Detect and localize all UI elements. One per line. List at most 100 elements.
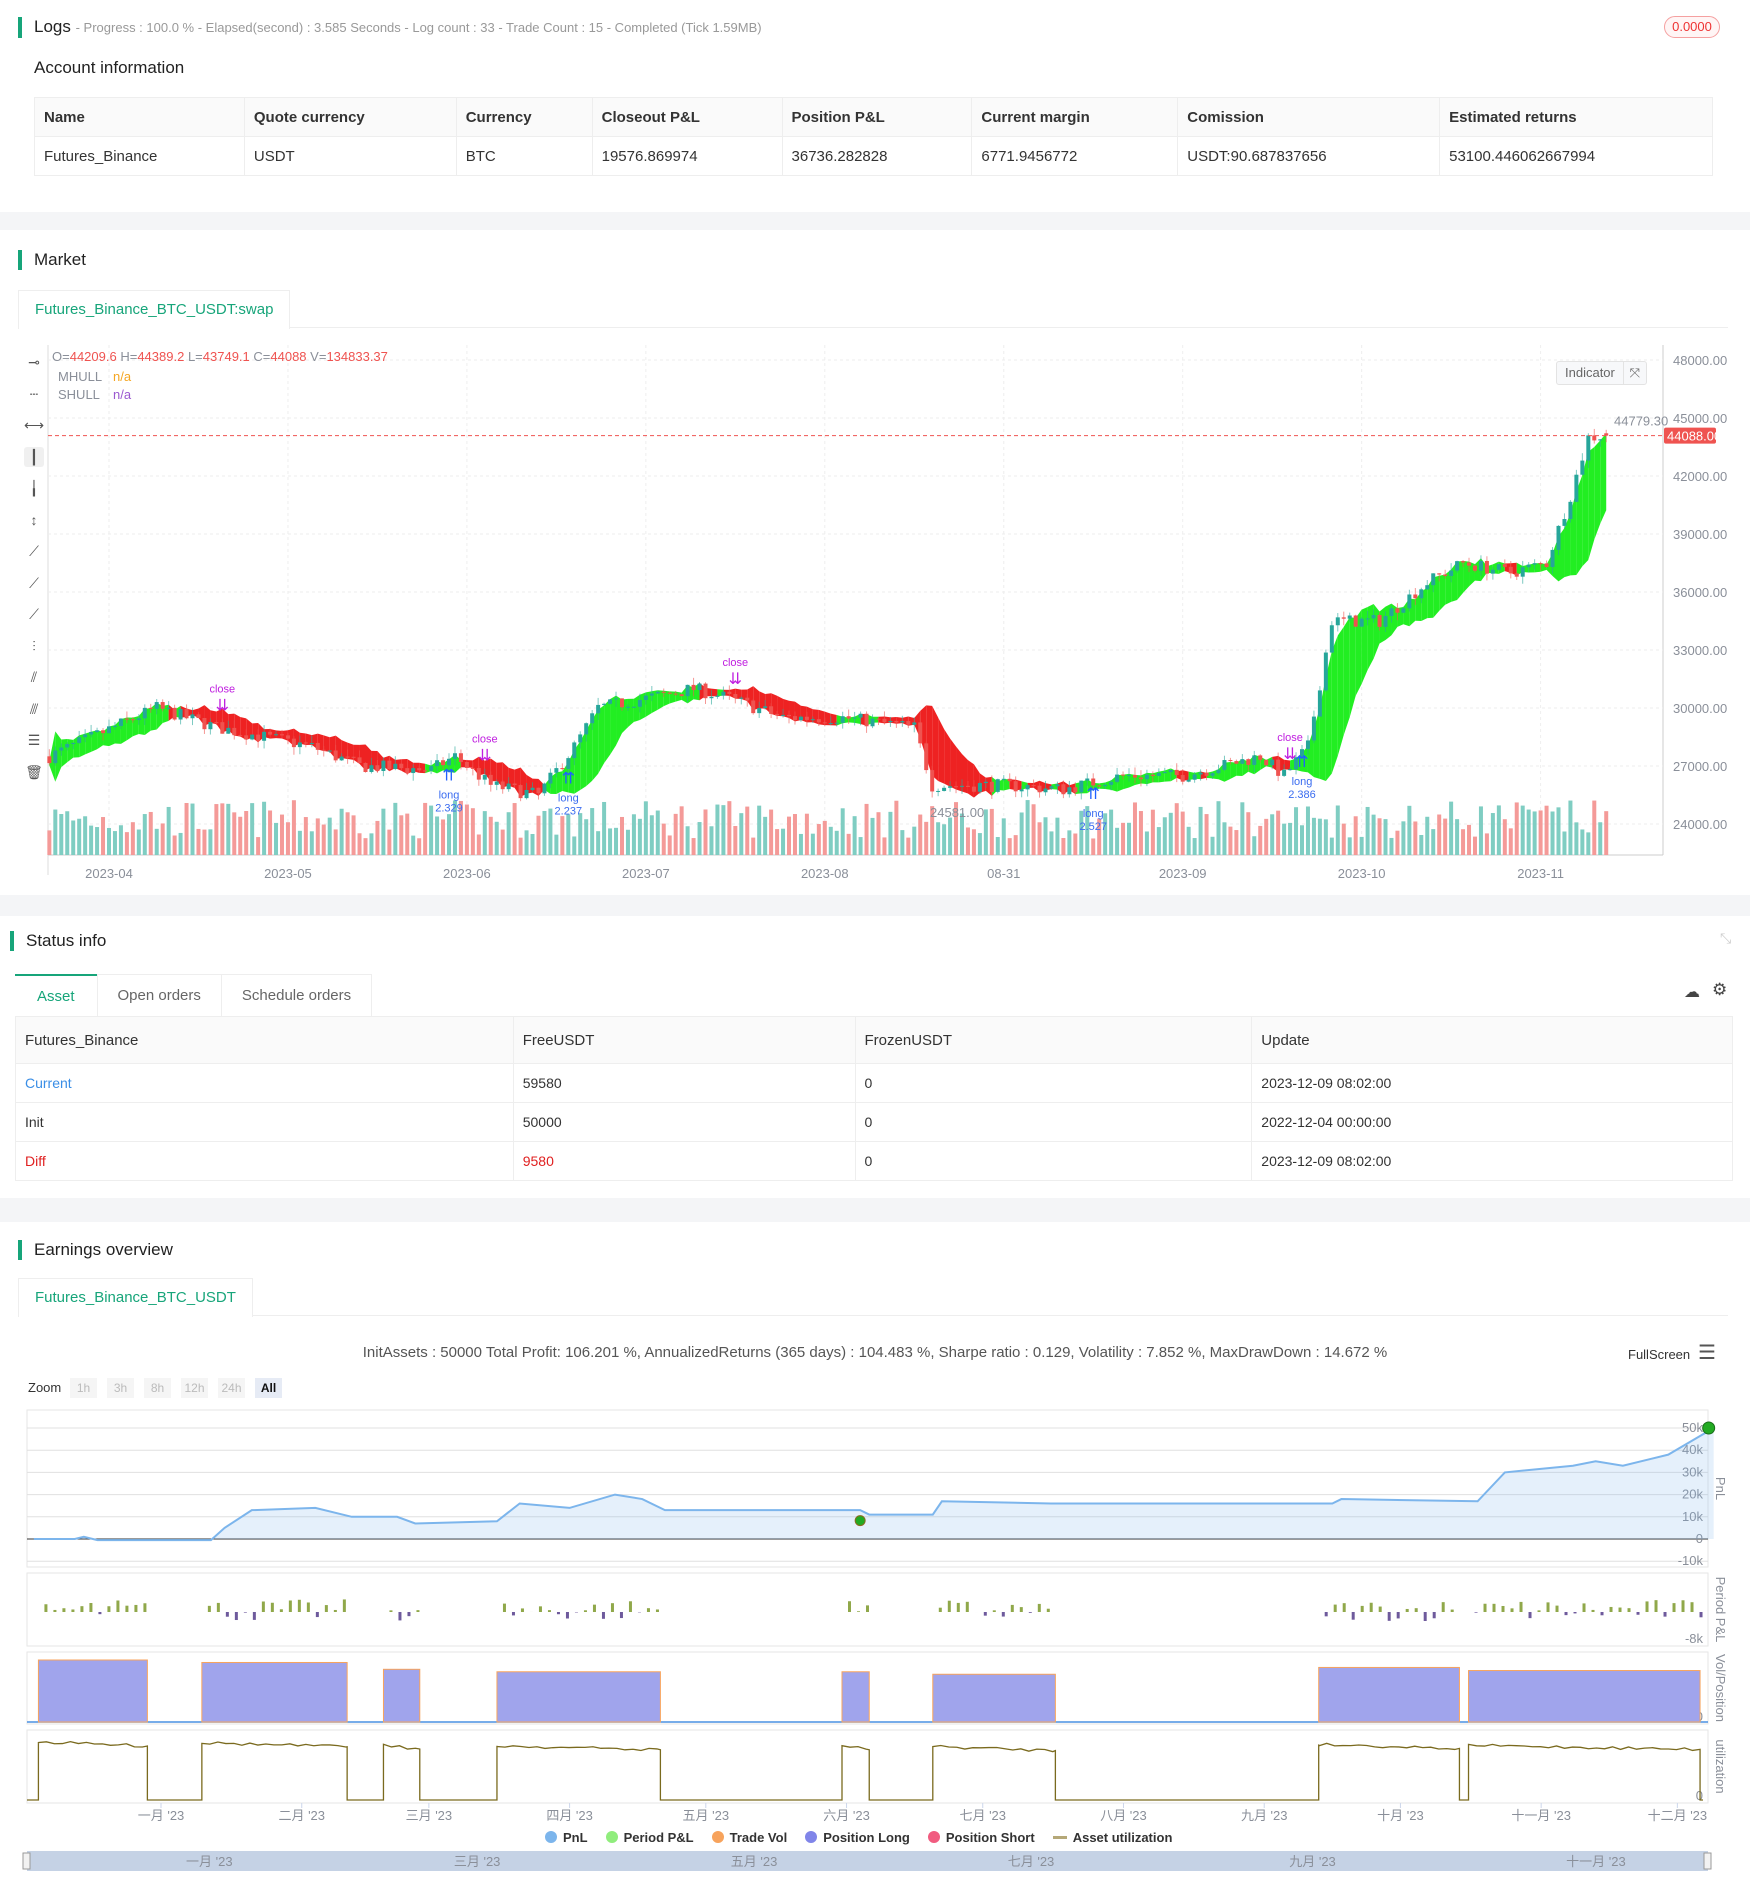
volume-bar (1461, 829, 1466, 855)
logs-title-text: Logs (34, 17, 71, 36)
cloud-download-icon[interactable]: ☁ (1684, 984, 1700, 1001)
gear-icon[interactable]: ⚙ (1712, 980, 1728, 999)
candle-body (542, 783, 547, 794)
zoom-All-button[interactable]: All (255, 1378, 282, 1398)
navigator-handle-right[interactable] (1703, 1852, 1712, 1870)
hull-band-segment (580, 730, 587, 790)
status-tab-bar: Asset Open orders Schedule orders (15, 974, 373, 1018)
zoom-8h-button[interactable]: 8h (144, 1378, 171, 1398)
section-divider (0, 1198, 1750, 1222)
collapse-icon[interactable]: ⤡ (1720, 930, 1732, 946)
horizontal-ray-icon[interactable]: ⊸ (28, 354, 40, 370)
price-line-icon[interactable]: ⫶ (32, 637, 36, 654)
volume-bar (1347, 837, 1352, 855)
column-header: FrozenUSDT (854, 1016, 1253, 1064)
period-pnl-bar (601, 1612, 605, 1619)
hull-band-segment (1099, 782, 1106, 789)
horizontal-segment-icon[interactable]: ⟷ (24, 417, 45, 433)
candle-body (1252, 755, 1257, 765)
asset-cell-free: 9580 (512, 1141, 856, 1181)
zoom-3h-button[interactable]: 3h (107, 1378, 134, 1398)
hull-band-segment (783, 698, 790, 718)
candle-body (441, 760, 446, 766)
legend-label: Asset utilization (1072, 1829, 1173, 1845)
volume-bar (1395, 830, 1400, 855)
period-pnl-bar (1636, 1612, 1640, 1615)
volume-bar (1294, 807, 1299, 855)
market-tab-symbol[interactable]: Futures_Binance_BTC_USDT:swap (18, 290, 291, 329)
candle-body (339, 756, 344, 761)
price-tick-label: 24000.00 (1673, 817, 1727, 832)
fib-channel-icon[interactable]: ⫻ (29, 700, 39, 717)
vertical-ray-icon[interactable]: ╽ (29, 480, 39, 496)
fib-retracement-icon[interactable]: ☰ (27, 732, 41, 748)
volume-bar (452, 800, 457, 855)
candle-body (172, 707, 177, 720)
legend-item[interactable]: Trade Vol (711, 1828, 787, 1846)
volume-bar (1109, 809, 1114, 855)
legend-item[interactable]: Position Long (805, 1828, 910, 1846)
vertical-line-icon[interactable]: ┃ (24, 446, 44, 467)
volume-bar (959, 813, 964, 855)
candle-body (142, 707, 147, 719)
zoom-1h-button[interactable]: 1h (70, 1378, 97, 1398)
hull-band-segment (1564, 513, 1571, 578)
volume-bar (619, 816, 624, 855)
segment-icon[interactable]: ⟋ (29, 606, 39, 622)
legend-item[interactable]: Position Short (927, 1828, 1035, 1846)
pnl-tick-label: 40k (1682, 1442, 1703, 1457)
fullscreen-button[interactable]: FullScreen (1628, 1347, 1691, 1362)
candle-body (566, 758, 571, 769)
volume-bar (1103, 813, 1108, 855)
volume-bar (566, 814, 571, 855)
candle-body (184, 709, 189, 719)
menu-icon[interactable]: ☰ (1698, 1342, 1716, 1364)
time-tick-label: 2023-05 (264, 866, 312, 881)
tab-asset[interactable]: Asset (15, 974, 97, 1018)
hull-band-segment (305, 733, 312, 745)
earnings-tab-symbol[interactable]: Futures_Binance_BTC_USDT (18, 1278, 253, 1317)
volume-bar (828, 826, 833, 855)
asset-cell-label: Init (15, 1102, 514, 1142)
zoom-12h-button[interactable]: 12h (181, 1378, 208, 1398)
trend-line-icon[interactable]: ⟋ (29, 574, 39, 591)
legend-item[interactable]: Period P&L (605, 1828, 694, 1846)
parallel-channel-icon[interactable]: ⫽ (30, 669, 38, 685)
candle-body (1234, 761, 1239, 764)
ray-icon[interactable]: ⟋ (29, 543, 39, 559)
section-divider (0, 212, 1750, 230)
period-pnl-bar (547, 1610, 551, 1612)
volume-bar (679, 806, 684, 855)
time-tick-label: 08-31 (987, 866, 1020, 881)
horizontal-line-icon[interactable]: ┄ (29, 385, 39, 402)
tab-schedule-orders[interactable]: Schedule orders (221, 974, 373, 1018)
period-pnl-bar (848, 1601, 851, 1612)
legend-item[interactable]: PnL (545, 1828, 588, 1846)
volume-bar (888, 811, 893, 855)
indicator-button[interactable]: Indicator (1557, 362, 1624, 384)
hull-band-segment (1439, 574, 1446, 611)
volume-bar (572, 836, 577, 855)
volume-bar (1574, 822, 1579, 855)
candlestick-chart[interactable]: 48000.00 45000.00 42000.00 39000.00 36000.00… (0, 340, 1750, 885)
legend-item[interactable]: Asset utilization (1052, 1828, 1173, 1846)
candle-body (912, 722, 917, 725)
earnings-chart[interactable]: PnL Period P&L Vol/Position utilization 50k 4… (0, 1400, 1750, 1898)
hull-band-segment (156, 702, 163, 730)
period-pnl-bar (416, 1610, 420, 1612)
candle-body (792, 716, 797, 721)
tab-open-orders[interactable]: Open orders (96, 974, 222, 1018)
candle-body (524, 789, 529, 799)
trash-icon[interactable]: 🗑 (25, 763, 43, 780)
fullscreen-icon[interactable]: ⤧ (1629, 365, 1641, 380)
candle-body (345, 756, 350, 758)
hull-band-segment (85, 731, 92, 755)
volume-bar (673, 813, 678, 855)
volume-bar (995, 837, 1000, 855)
zoom-24h-button[interactable]: 24h (218, 1378, 245, 1398)
vertical-segment-icon[interactable]: ↕ (30, 511, 38, 528)
candle-body (178, 709, 183, 720)
navigator-handle-left[interactable] (22, 1852, 31, 1870)
period-pnl-bar (80, 1606, 84, 1612)
candle-body (166, 707, 171, 709)
